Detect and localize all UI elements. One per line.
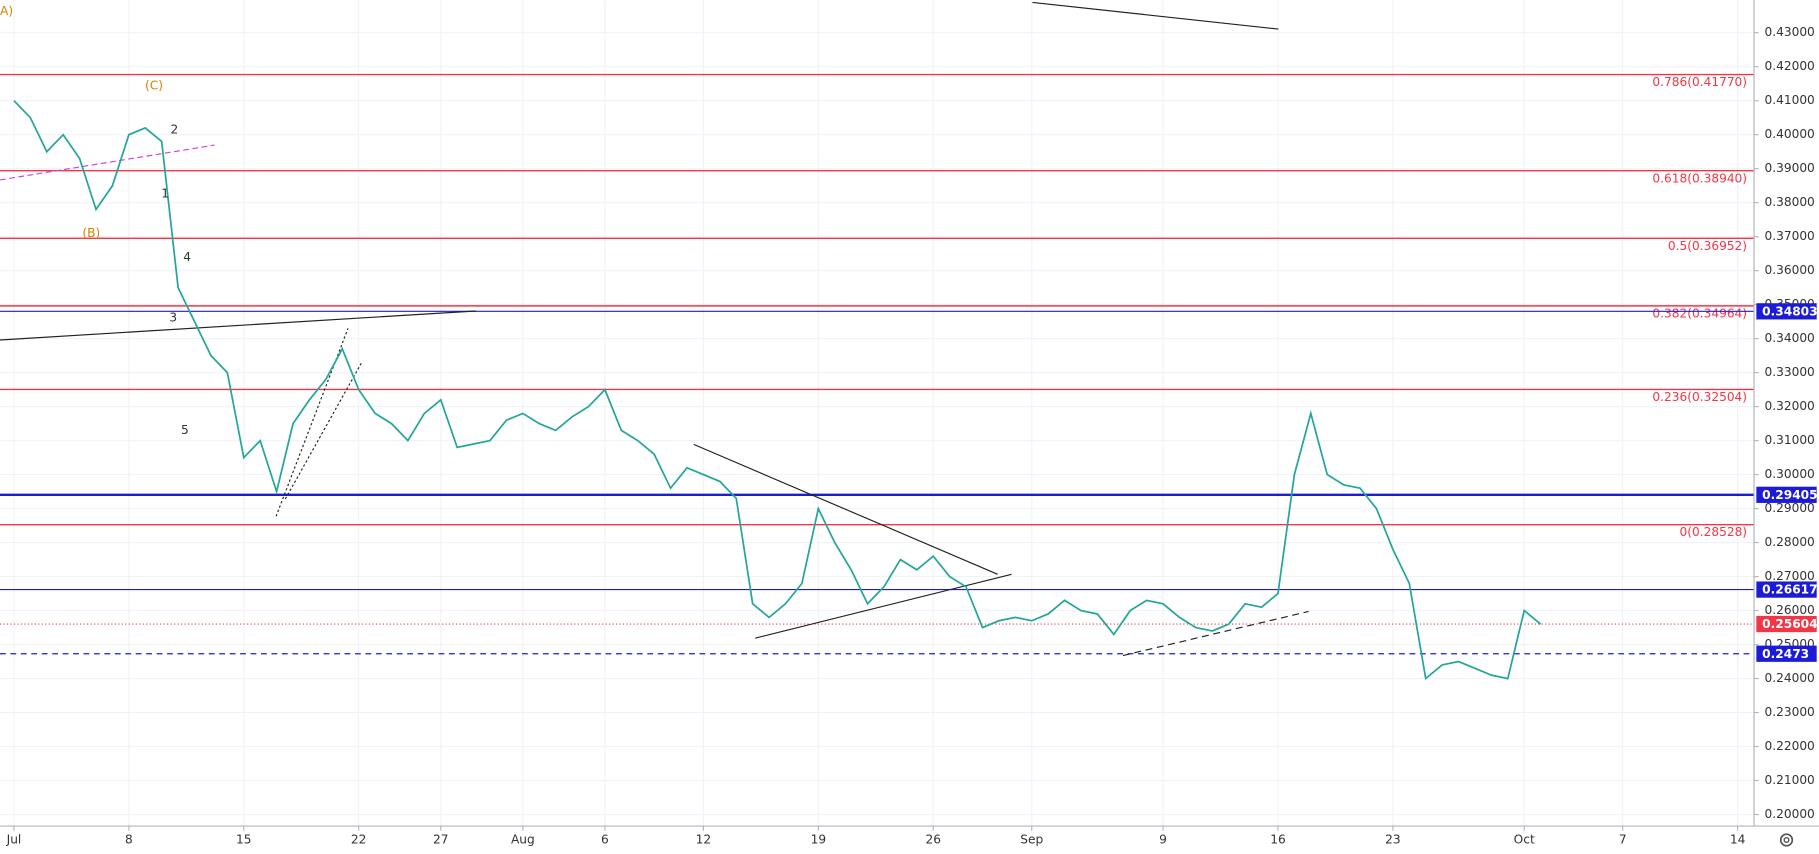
y-tick-label: 0.33000	[1764, 365, 1814, 379]
y-tick-label: 0.23000	[1764, 705, 1814, 719]
y-tick-label: 0.30000	[1764, 467, 1814, 481]
trend-line	[755, 573, 1012, 639]
price-tag	[1756, 645, 1817, 662]
x-tick-label: Oct	[1514, 832, 1535, 846]
x-tick-label: 23	[1385, 832, 1401, 846]
y-tick-label: 0.27000	[1764, 569, 1814, 583]
x-tick-label: 12	[696, 832, 712, 846]
y-tick-label: 0.42000	[1764, 59, 1814, 73]
x-tick-label: 26	[925, 832, 941, 846]
y-tick-label: 0.40000	[1764, 127, 1814, 141]
price-tag-label: 0.34803	[1762, 304, 1817, 318]
gear-icon-center[interactable]	[1783, 836, 1790, 844]
price-line-series	[13, 100, 1542, 681]
x-tick-label: Jul	[6, 832, 22, 846]
y-tick-label: 0.29000	[1764, 501, 1814, 515]
price-axis	[1754, 0, 1819, 854]
y-tick-label: 0.37000	[1764, 229, 1814, 243]
levels: 0.786(0.41770) 0.618(0.38940) 0.5(0.36952)…	[0, 73, 1755, 655]
wave-label: 5	[181, 423, 189, 437]
axes: 0.200000.210000.220000.230000.240000.250…	[6, 25, 1818, 846]
trend-line	[693, 443, 998, 575]
y-tick-label: 0.24000	[1764, 671, 1814, 685]
x-tick-label: 8	[125, 832, 133, 846]
time-axis	[0, 826, 1819, 854]
y-tick-label: 0.43000	[1764, 25, 1814, 39]
channel-line	[284, 361, 363, 500]
trend-line	[0, 310, 476, 341]
fib-label: 0.382(0.34964)	[1652, 306, 1747, 320]
price-tag	[1756, 581, 1817, 598]
price-tag	[1756, 615, 1817, 633]
price-tag	[1756, 303, 1817, 320]
y-tick-label: 0.31000	[1764, 433, 1814, 447]
y-tick-label: 0.32000	[1764, 399, 1814, 413]
price-tag-label: 0.2473	[1762, 647, 1809, 661]
settings-button[interactable]	[1779, 833, 1794, 847]
wave-label: (C)	[145, 78, 163, 92]
y-tick-label: 0.34000	[1764, 331, 1814, 345]
gear-icon[interactable]	[1779, 833, 1794, 847]
wave-label: A)	[0, 4, 13, 18]
fib-label: 0.786(0.41770)	[1652, 75, 1747, 89]
price-tag-label: 0.26617	[1762, 583, 1817, 597]
y-tick-label: 0.21000	[1764, 773, 1814, 787]
fib-label: 0.618(0.38940)	[1652, 171, 1747, 185]
x-tick-label: 7	[1619, 832, 1627, 846]
x-tick-label: 9	[1159, 832, 1167, 846]
x-tick-label: 15	[236, 832, 252, 846]
trend-line	[1032, 1, 1279, 30]
wave-label: 1	[161, 186, 169, 200]
series	[13, 100, 1542, 681]
x-tick-label: 19	[811, 832, 827, 846]
wave-label: 3	[169, 310, 177, 324]
x-tick-label: 6	[601, 832, 609, 846]
grid	[0, 0, 1755, 827]
y-tick-label: 0.38000	[1764, 195, 1814, 209]
price-tag-label: 0.29405	[1762, 488, 1817, 502]
wave-label: (B)	[82, 226, 100, 240]
y-tick-label: 0.22000	[1764, 739, 1814, 753]
trend-line	[0, 144, 215, 181]
fib-label: 0.236(0.32504)	[1652, 390, 1747, 404]
wave-label: 4	[183, 250, 191, 264]
x-tick-label: 22	[351, 832, 367, 846]
y-tick-label: 0.41000	[1764, 93, 1814, 107]
x-tick-label: 27	[433, 832, 449, 846]
wave-label: 2	[171, 123, 179, 137]
fib-label: 0(0.28528)	[1679, 525, 1747, 539]
price-tag	[1756, 486, 1817, 503]
price-tag-label: 0.25604	[1762, 617, 1817, 631]
x-tick-label: 16	[1270, 832, 1286, 846]
x-tick-label: Aug	[511, 832, 535, 846]
y-tick-label: 0.28000	[1764, 535, 1814, 549]
y-tick-label: 0.20000	[1764, 807, 1814, 821]
y-tick-label: 0.39000	[1764, 161, 1814, 175]
x-tick-label: 14	[1730, 832, 1746, 846]
fib-label: 0.5(0.36952)	[1668, 239, 1747, 253]
y-tick-label: 0.36000	[1764, 263, 1814, 277]
x-tick-label: Sep	[1020, 832, 1043, 846]
trend-line	[1122, 610, 1309, 657]
y-tick-label: 0.26000	[1764, 603, 1814, 617]
annotations: A) (C) (B) 1 2 3 4 5	[0, 4, 191, 437]
